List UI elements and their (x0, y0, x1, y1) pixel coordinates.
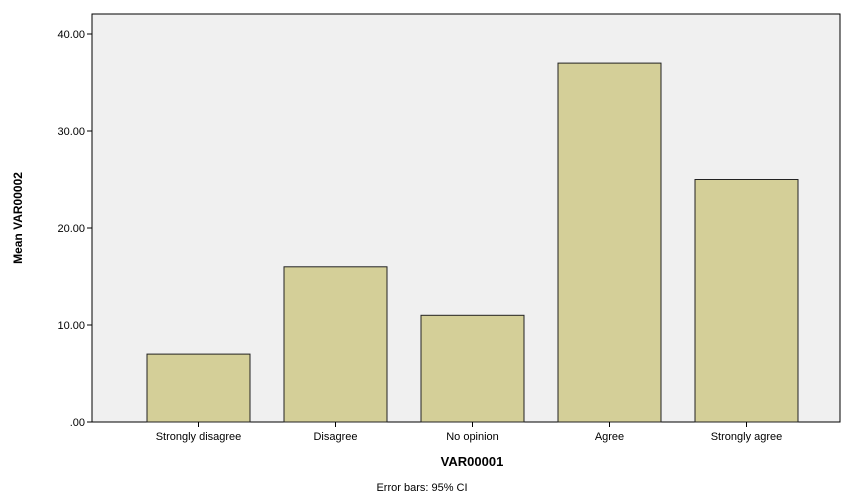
x-category-label: Strongly agree (711, 431, 783, 443)
x-axis-title: VAR00001 (441, 454, 504, 469)
y-tick-label: .00 (70, 417, 85, 429)
bar-strongly-agree (694, 179, 799, 423)
x-category-label: Agree (595, 431, 624, 443)
y-axis: .00 10.00 20.00 30.00 40.00 (57, 29, 92, 429)
bars-group (146, 62, 799, 423)
y-tick-label: 20.00 (57, 223, 85, 235)
bar-disagree (283, 266, 388, 423)
y-tick-label: 40.00 (57, 29, 85, 41)
bar-strongly-disagree (146, 353, 251, 423)
bar-no-opinion (420, 314, 525, 423)
bar-agree (557, 62, 662, 423)
error-bars-footnote: Error bars: 95% CI (376, 482, 467, 494)
y-tick-label: 30.00 (57, 126, 85, 138)
x-category-label: Disagree (313, 431, 357, 443)
x-category-label: No opinion (446, 431, 499, 443)
y-axis-title: Mean VAR00002 (11, 172, 25, 264)
y-tick-label: 10.00 (57, 320, 85, 332)
x-axis: Strongly disagree Disagree No opinion Agree… (156, 422, 783, 443)
x-category-label: Strongly disagree (156, 431, 242, 443)
